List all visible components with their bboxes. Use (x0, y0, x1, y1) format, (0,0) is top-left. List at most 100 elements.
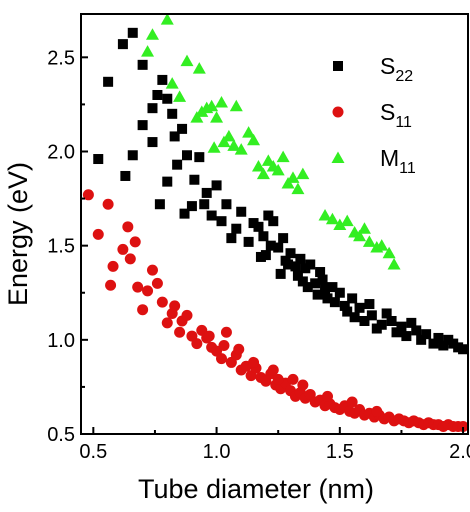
s22-point (157, 74, 168, 85)
s22-point (297, 276, 308, 287)
s22-point (359, 315, 370, 326)
axis-tick-labels: 0.5 1.0 1.5 2.0 0.5 1.0 1.5 2.0 2.5 (47, 47, 470, 463)
m11-point (173, 90, 187, 102)
s22-point (310, 278, 321, 289)
m11-point (242, 126, 256, 138)
s22-point (315, 267, 326, 278)
s11-point (151, 277, 163, 289)
s22-point (386, 315, 397, 326)
s22-point (226, 233, 237, 244)
m11-point (357, 222, 371, 234)
m11-point (247, 133, 261, 146)
m11-point (180, 54, 194, 67)
legend-label: S22 (380, 53, 413, 85)
s11-point (156, 296, 168, 308)
s11-point (457, 420, 469, 432)
s22-point (322, 293, 333, 304)
s22-point (411, 325, 422, 336)
s11-point (267, 364, 279, 376)
legend: S22 S11 M11 (331, 53, 416, 177)
s11-point (346, 396, 358, 408)
m11-point (210, 111, 224, 123)
m11-point (271, 163, 285, 176)
legend-marker-s11 (332, 106, 344, 118)
s22-point (147, 103, 158, 114)
s22-point (253, 221, 264, 232)
s22-point (186, 201, 197, 212)
s22-point (433, 332, 444, 343)
s11-point (129, 236, 141, 248)
s22-point (137, 59, 148, 70)
s11-point (233, 343, 245, 355)
s22-point (93, 154, 104, 165)
s22-point (221, 199, 232, 210)
s11-point (174, 326, 186, 338)
s22-point (194, 152, 205, 163)
s22-point (172, 159, 183, 170)
m11-point (251, 160, 265, 172)
s11-point (181, 309, 193, 321)
s11-point (107, 260, 119, 272)
s11-point (297, 379, 309, 391)
s22-point (206, 210, 217, 221)
s22-point (152, 89, 163, 100)
s11-point (137, 304, 149, 316)
s11-point (142, 285, 154, 297)
s22-point (305, 259, 316, 270)
s11-point (132, 281, 144, 293)
s22-point (278, 233, 289, 244)
s22-point (391, 327, 402, 338)
s22-point (285, 248, 296, 259)
m11-point (145, 28, 159, 40)
legend-marker-s22 (333, 61, 343, 71)
s22-point (302, 282, 313, 293)
s22-point (117, 39, 128, 50)
m11-point (382, 246, 396, 259)
s11-point (216, 353, 228, 365)
s11-point (203, 330, 215, 342)
s22-point (263, 210, 274, 221)
m11-point (318, 209, 332, 221)
y-tick-label: 2.5 (47, 47, 75, 69)
s11-point (92, 228, 104, 240)
s11-point (287, 373, 299, 385)
s11-point (321, 390, 333, 402)
s22-point (421, 329, 432, 340)
s22-point (120, 170, 131, 181)
s11-point (82, 189, 94, 201)
s11-point (248, 356, 260, 368)
m11-point (276, 150, 290, 163)
s22-point (137, 120, 148, 131)
s22-point (349, 312, 360, 323)
s11-point (218, 339, 230, 351)
s22-point (342, 306, 353, 317)
s22-point (327, 282, 338, 293)
s22-point (127, 27, 138, 38)
s22-point (339, 300, 350, 311)
s11-point (105, 279, 117, 291)
y-tick-label: 0.5 (47, 424, 75, 446)
legend-label: M11 (380, 145, 416, 177)
s22-point (162, 93, 173, 104)
legend-label: S11 (380, 99, 412, 131)
s22-point (181, 150, 192, 161)
s22-point (273, 242, 284, 253)
data-marks (82, 13, 469, 432)
m11-point (286, 171, 300, 183)
s22-point (236, 206, 247, 217)
s22-point (147, 137, 158, 148)
s11-point (191, 338, 203, 350)
s22-point (438, 340, 449, 351)
s22-point (312, 289, 323, 300)
m11-point (333, 218, 347, 230)
s22-point (169, 131, 180, 142)
m11-point (215, 96, 229, 108)
x-tick-label: 1.0 (203, 441, 231, 463)
x-tick-label: 1.5 (326, 441, 354, 463)
s22-point (376, 319, 387, 330)
s22-point (401, 331, 412, 342)
s22-point (354, 302, 365, 313)
s22-point (265, 240, 276, 251)
s22-point (290, 261, 301, 272)
